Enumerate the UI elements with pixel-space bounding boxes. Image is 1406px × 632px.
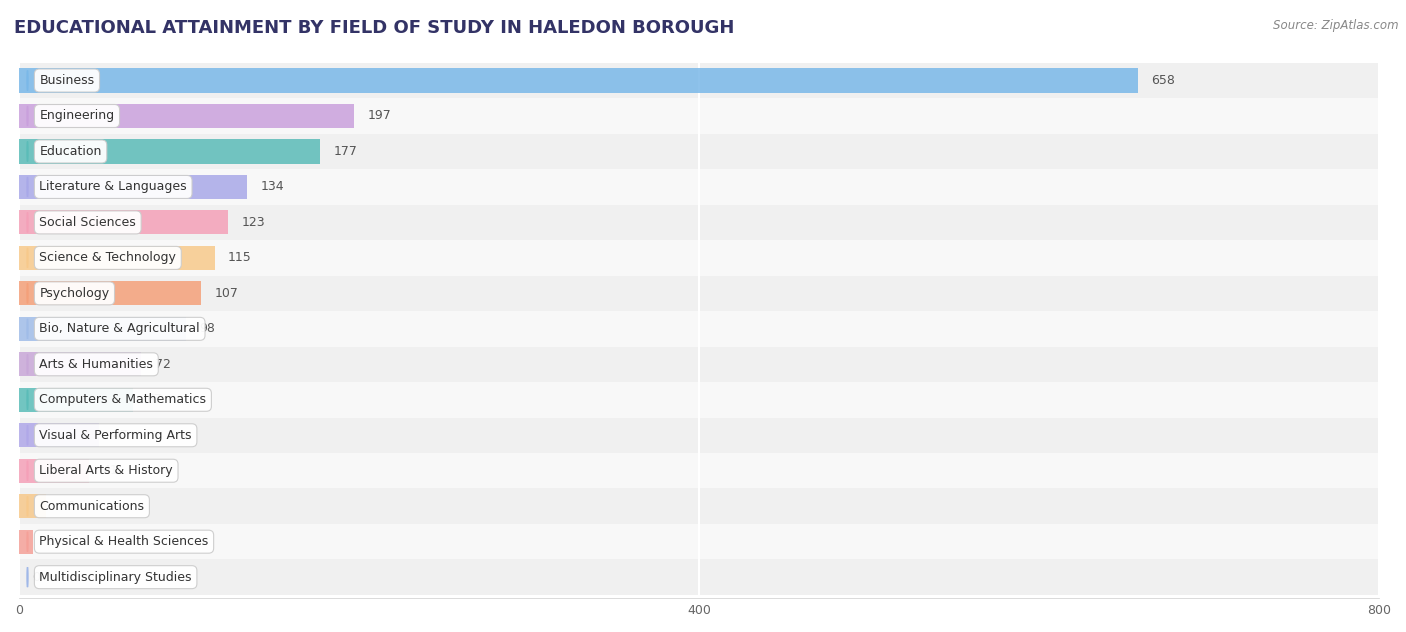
Text: 16: 16 bbox=[60, 500, 76, 513]
Bar bbox=[20, 352, 142, 377]
Bar bbox=[20, 140, 321, 164]
Bar bbox=[20, 246, 215, 270]
Text: Bio, Nature & Agricultural: Bio, Nature & Agricultural bbox=[39, 322, 200, 336]
Bar bbox=[20, 134, 1379, 169]
Bar bbox=[20, 63, 1379, 98]
Text: 47: 47 bbox=[112, 428, 128, 442]
Text: Physical & Health Sciences: Physical & Health Sciences bbox=[39, 535, 208, 548]
Text: Literature & Languages: Literature & Languages bbox=[39, 181, 187, 193]
Bar bbox=[20, 382, 1379, 418]
Bar bbox=[20, 494, 46, 518]
Bar bbox=[20, 524, 1379, 559]
Bar bbox=[20, 489, 1379, 524]
Text: Communications: Communications bbox=[39, 500, 145, 513]
Text: Liberal Arts & History: Liberal Arts & History bbox=[39, 465, 173, 477]
Text: 177: 177 bbox=[333, 145, 357, 158]
Text: 658: 658 bbox=[1152, 74, 1175, 87]
Text: 197: 197 bbox=[367, 109, 391, 123]
Bar bbox=[20, 240, 1379, 276]
Text: 134: 134 bbox=[260, 181, 284, 193]
Text: 98: 98 bbox=[200, 322, 215, 336]
Bar bbox=[20, 530, 32, 554]
Bar bbox=[20, 281, 201, 305]
Bar bbox=[20, 346, 1379, 382]
Bar bbox=[20, 423, 98, 447]
Bar bbox=[20, 453, 1379, 489]
Bar bbox=[20, 68, 1137, 92]
Bar bbox=[20, 387, 134, 412]
Bar bbox=[20, 104, 354, 128]
Text: Education: Education bbox=[39, 145, 101, 158]
Text: Multidisciplinary Studies: Multidisciplinary Studies bbox=[39, 571, 191, 584]
Text: Computers & Mathematics: Computers & Mathematics bbox=[39, 393, 207, 406]
Bar bbox=[20, 205, 1379, 240]
Text: Psychology: Psychology bbox=[39, 287, 110, 300]
Text: 115: 115 bbox=[228, 252, 252, 264]
Text: Social Sciences: Social Sciences bbox=[39, 216, 136, 229]
Text: Source: ZipAtlas.com: Source: ZipAtlas.com bbox=[1274, 19, 1399, 32]
Text: Engineering: Engineering bbox=[39, 109, 114, 123]
Text: 123: 123 bbox=[242, 216, 266, 229]
Bar bbox=[20, 311, 1379, 346]
Text: 0: 0 bbox=[32, 571, 41, 584]
Bar bbox=[20, 169, 1379, 205]
Bar bbox=[20, 210, 228, 234]
Bar bbox=[20, 559, 1379, 595]
Text: 41: 41 bbox=[103, 465, 118, 477]
Bar bbox=[20, 418, 1379, 453]
Bar bbox=[20, 276, 1379, 311]
Text: EDUCATIONAL ATTAINMENT BY FIELD OF STUDY IN HALEDON BOROUGH: EDUCATIONAL ATTAINMENT BY FIELD OF STUDY… bbox=[14, 19, 734, 37]
Text: Science & Technology: Science & Technology bbox=[39, 252, 176, 264]
Text: Business: Business bbox=[39, 74, 94, 87]
Text: 107: 107 bbox=[215, 287, 239, 300]
Text: Arts & Humanities: Arts & Humanities bbox=[39, 358, 153, 371]
Bar bbox=[20, 317, 186, 341]
Text: 72: 72 bbox=[155, 358, 172, 371]
Text: Visual & Performing Arts: Visual & Performing Arts bbox=[39, 428, 191, 442]
Text: 8: 8 bbox=[46, 535, 55, 548]
Bar bbox=[20, 459, 89, 483]
Bar bbox=[20, 98, 1379, 134]
Text: 67: 67 bbox=[146, 393, 162, 406]
Bar bbox=[20, 175, 247, 199]
